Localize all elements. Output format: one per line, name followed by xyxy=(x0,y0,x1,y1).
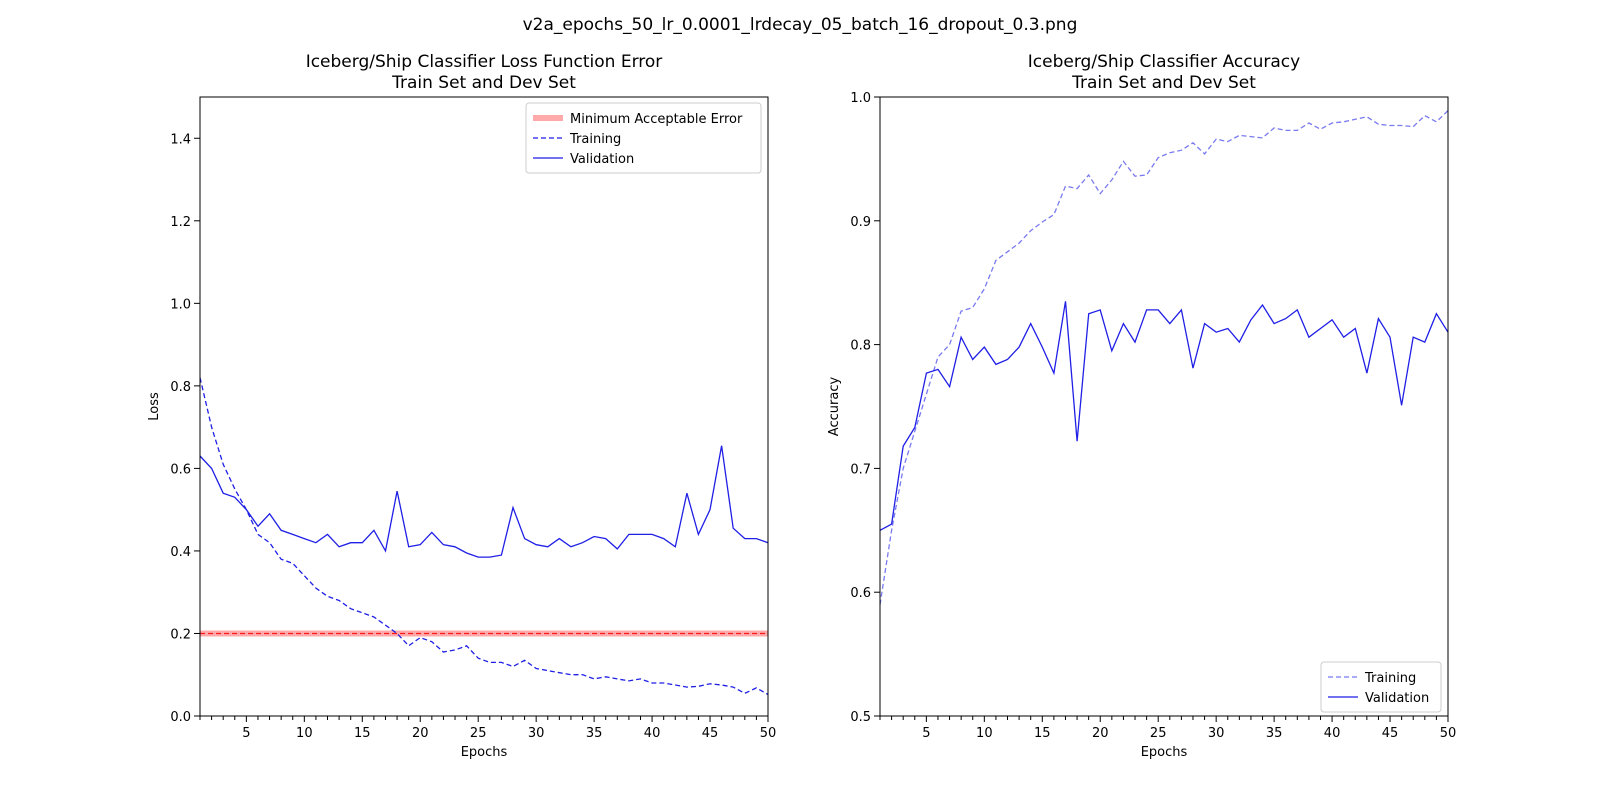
loss-chart: Iceberg/Ship Classifier Loss Function Er… xyxy=(147,52,776,760)
legend-label: Validation xyxy=(570,152,634,167)
y-axis-label: Loss xyxy=(147,392,162,421)
x-tick-label: 15 xyxy=(1034,726,1051,741)
x-tick-label: 30 xyxy=(1208,726,1225,741)
y-tick-label: 0.7 xyxy=(850,462,871,477)
y-tick-label: 1.2 xyxy=(170,215,191,230)
legend-label: Validation xyxy=(1365,691,1429,706)
legend-label: Minimum Acceptable Error xyxy=(570,112,743,127)
x-tick-label: 25 xyxy=(1150,726,1167,741)
axes-frame xyxy=(879,96,1449,717)
accuracy-chart: Iceberg/Ship Classifier Accuracy Train Se… xyxy=(827,52,1456,760)
y-tick-label: 0.0 xyxy=(170,710,191,725)
series-training-line xyxy=(879,110,1449,605)
x-tick-label: 45 xyxy=(1382,726,1399,741)
x-tick-label: 10 xyxy=(976,726,993,741)
chart-title-line: Iceberg/Ship Classifier Accuracy xyxy=(1028,52,1300,72)
y-tick-label: 0.4 xyxy=(170,545,191,560)
x-tick-label: 50 xyxy=(1440,726,1457,741)
chart-title-line: Iceberg/Ship Classifier Loss Function Er… xyxy=(306,52,663,72)
y-tick-label: 0.8 xyxy=(850,339,871,354)
legend-label: Training xyxy=(1364,671,1416,686)
y-tick-label: 0.9 xyxy=(850,215,871,230)
x-axis-label: Epochs xyxy=(461,745,508,760)
series-training-line xyxy=(199,377,769,696)
legend: Minimum Acceptable Error Training Validati… xyxy=(525,102,762,174)
series-validation-line xyxy=(879,301,1449,531)
y-tick-label: 0.8 xyxy=(170,380,191,395)
x-tick-label: 35 xyxy=(1266,726,1283,741)
x-axis-label: Epochs xyxy=(1141,745,1188,760)
legend-box xyxy=(1320,661,1442,713)
x-tick-label: 40 xyxy=(644,726,661,741)
x-tick-label: 5 xyxy=(922,726,930,741)
series-validation-line xyxy=(199,445,769,558)
x-tick-label: 35 xyxy=(586,726,603,741)
x-tick-label: 50 xyxy=(760,726,777,741)
x-tick-label: 15 xyxy=(354,726,371,741)
x-tick-label: 25 xyxy=(470,726,487,741)
x-tick-label: 45 xyxy=(702,726,719,741)
legend-box xyxy=(525,102,762,174)
chart-title-line: Train Set and Dev Set xyxy=(1071,73,1256,93)
x-tick-label: 5 xyxy=(242,726,250,741)
y-tick-label: 0.2 xyxy=(170,627,191,642)
x-tick-label: 20 xyxy=(1092,726,1109,741)
y-tick-label: 1.4 xyxy=(170,132,191,147)
chart-title-line: Train Set and Dev Set xyxy=(391,73,576,93)
x-tick-label: 40 xyxy=(1324,726,1341,741)
legend: Training Validation xyxy=(1320,661,1442,713)
x-tick-label: 20 xyxy=(412,726,429,741)
y-axis-label: Accuracy xyxy=(827,377,842,437)
x-tick-label: 10 xyxy=(296,726,313,741)
x-tick-label: 30 xyxy=(528,726,545,741)
y-tick-label: 0.6 xyxy=(850,586,871,601)
chart-title: Iceberg/Ship Classifier Loss Function Er… xyxy=(306,52,663,93)
axes-frame xyxy=(199,96,769,717)
chart-title: Iceberg/Ship Classifier Accuracy Train Se… xyxy=(1028,52,1300,93)
y-tick-label: 0.5 xyxy=(850,710,871,725)
y-tick-label: 1.0 xyxy=(170,297,191,312)
y-tick-label: 1.0 xyxy=(850,91,871,106)
figure-title: v2a_epochs_50_lr_0.0001_lrdecay_05_batch… xyxy=(523,15,1078,35)
legend-label: Training xyxy=(569,132,621,147)
y-tick-label: 0.6 xyxy=(170,462,191,477)
